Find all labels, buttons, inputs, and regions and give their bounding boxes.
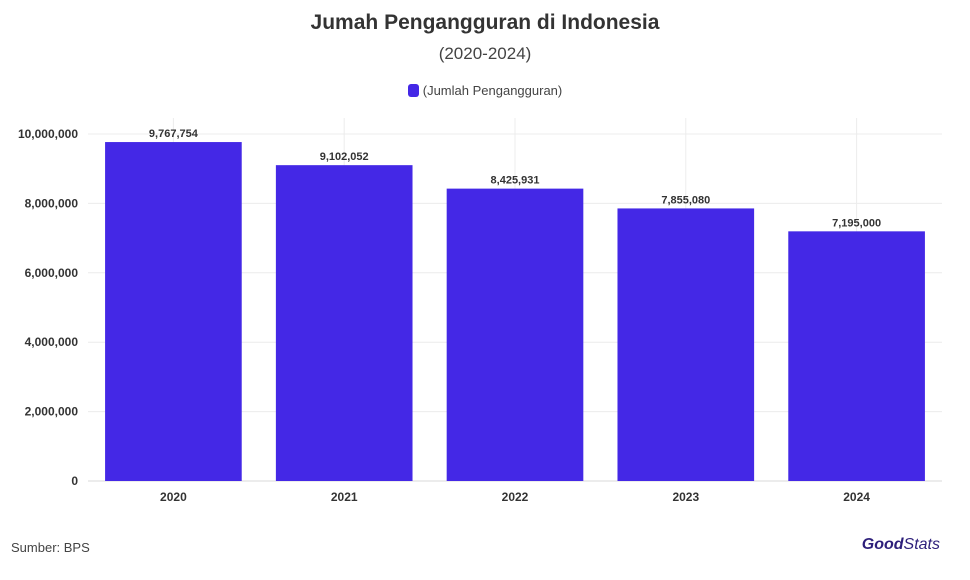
y-tick-label: 4,000,000 [25,335,79,349]
brand-logo: GoodStats [862,536,940,554]
chart-title: Jumah Pengangguran di Indonesia [310,11,660,34]
data-labels: 9,767,754 9,102,052 8,425,931 7,855,080 7,19… [149,128,881,229]
x-tick-label: 2021 [331,490,358,504]
legend-label: (Jumlah Pengangguran) [422,83,563,98]
data-label: 7,195,000 [832,217,881,229]
brand-stats: Stats [903,536,940,553]
x-tick-label: 2022 [502,490,529,504]
data-label: 7,855,080 [661,194,710,206]
bars [105,142,925,482]
y-tick-label: 6,000,000 [25,266,79,280]
y-tick-label: 8,000,000 [25,196,79,210]
chart-subtitle: (2020-2024) [438,44,532,63]
bar [446,188,584,482]
data-label: 9,767,754 [149,128,199,140]
legend-swatch [407,84,419,97]
y-axis-ticks: 0 2,000,000 4,000,000 6,000,000 8,000,000 10,… [18,127,78,488]
x-tick-label: 2024 [843,490,870,504]
x-axis-ticks: 2020 2021 2022 2023 2024 [160,490,870,504]
bar [105,142,242,481]
y-tick-label: 2,000,000 [25,405,79,419]
data-label: 9,102,052 [320,151,369,163]
bar [275,165,413,481]
x-tick-label: 2023 [672,490,699,504]
chart-legend[interactable]: (Jumlah Pengangguran) [0,83,970,98]
y-tick-label: 10,000,000 [18,127,78,141]
bar [788,231,925,481]
brand-good: Good [861,536,904,553]
source-note: Sumber: BPS [11,540,90,555]
x-tick-label: 2020 [160,490,187,504]
bar [617,208,755,482]
data-label: 8,425,931 [491,175,540,187]
y-tick-label: 0 [71,474,78,488]
